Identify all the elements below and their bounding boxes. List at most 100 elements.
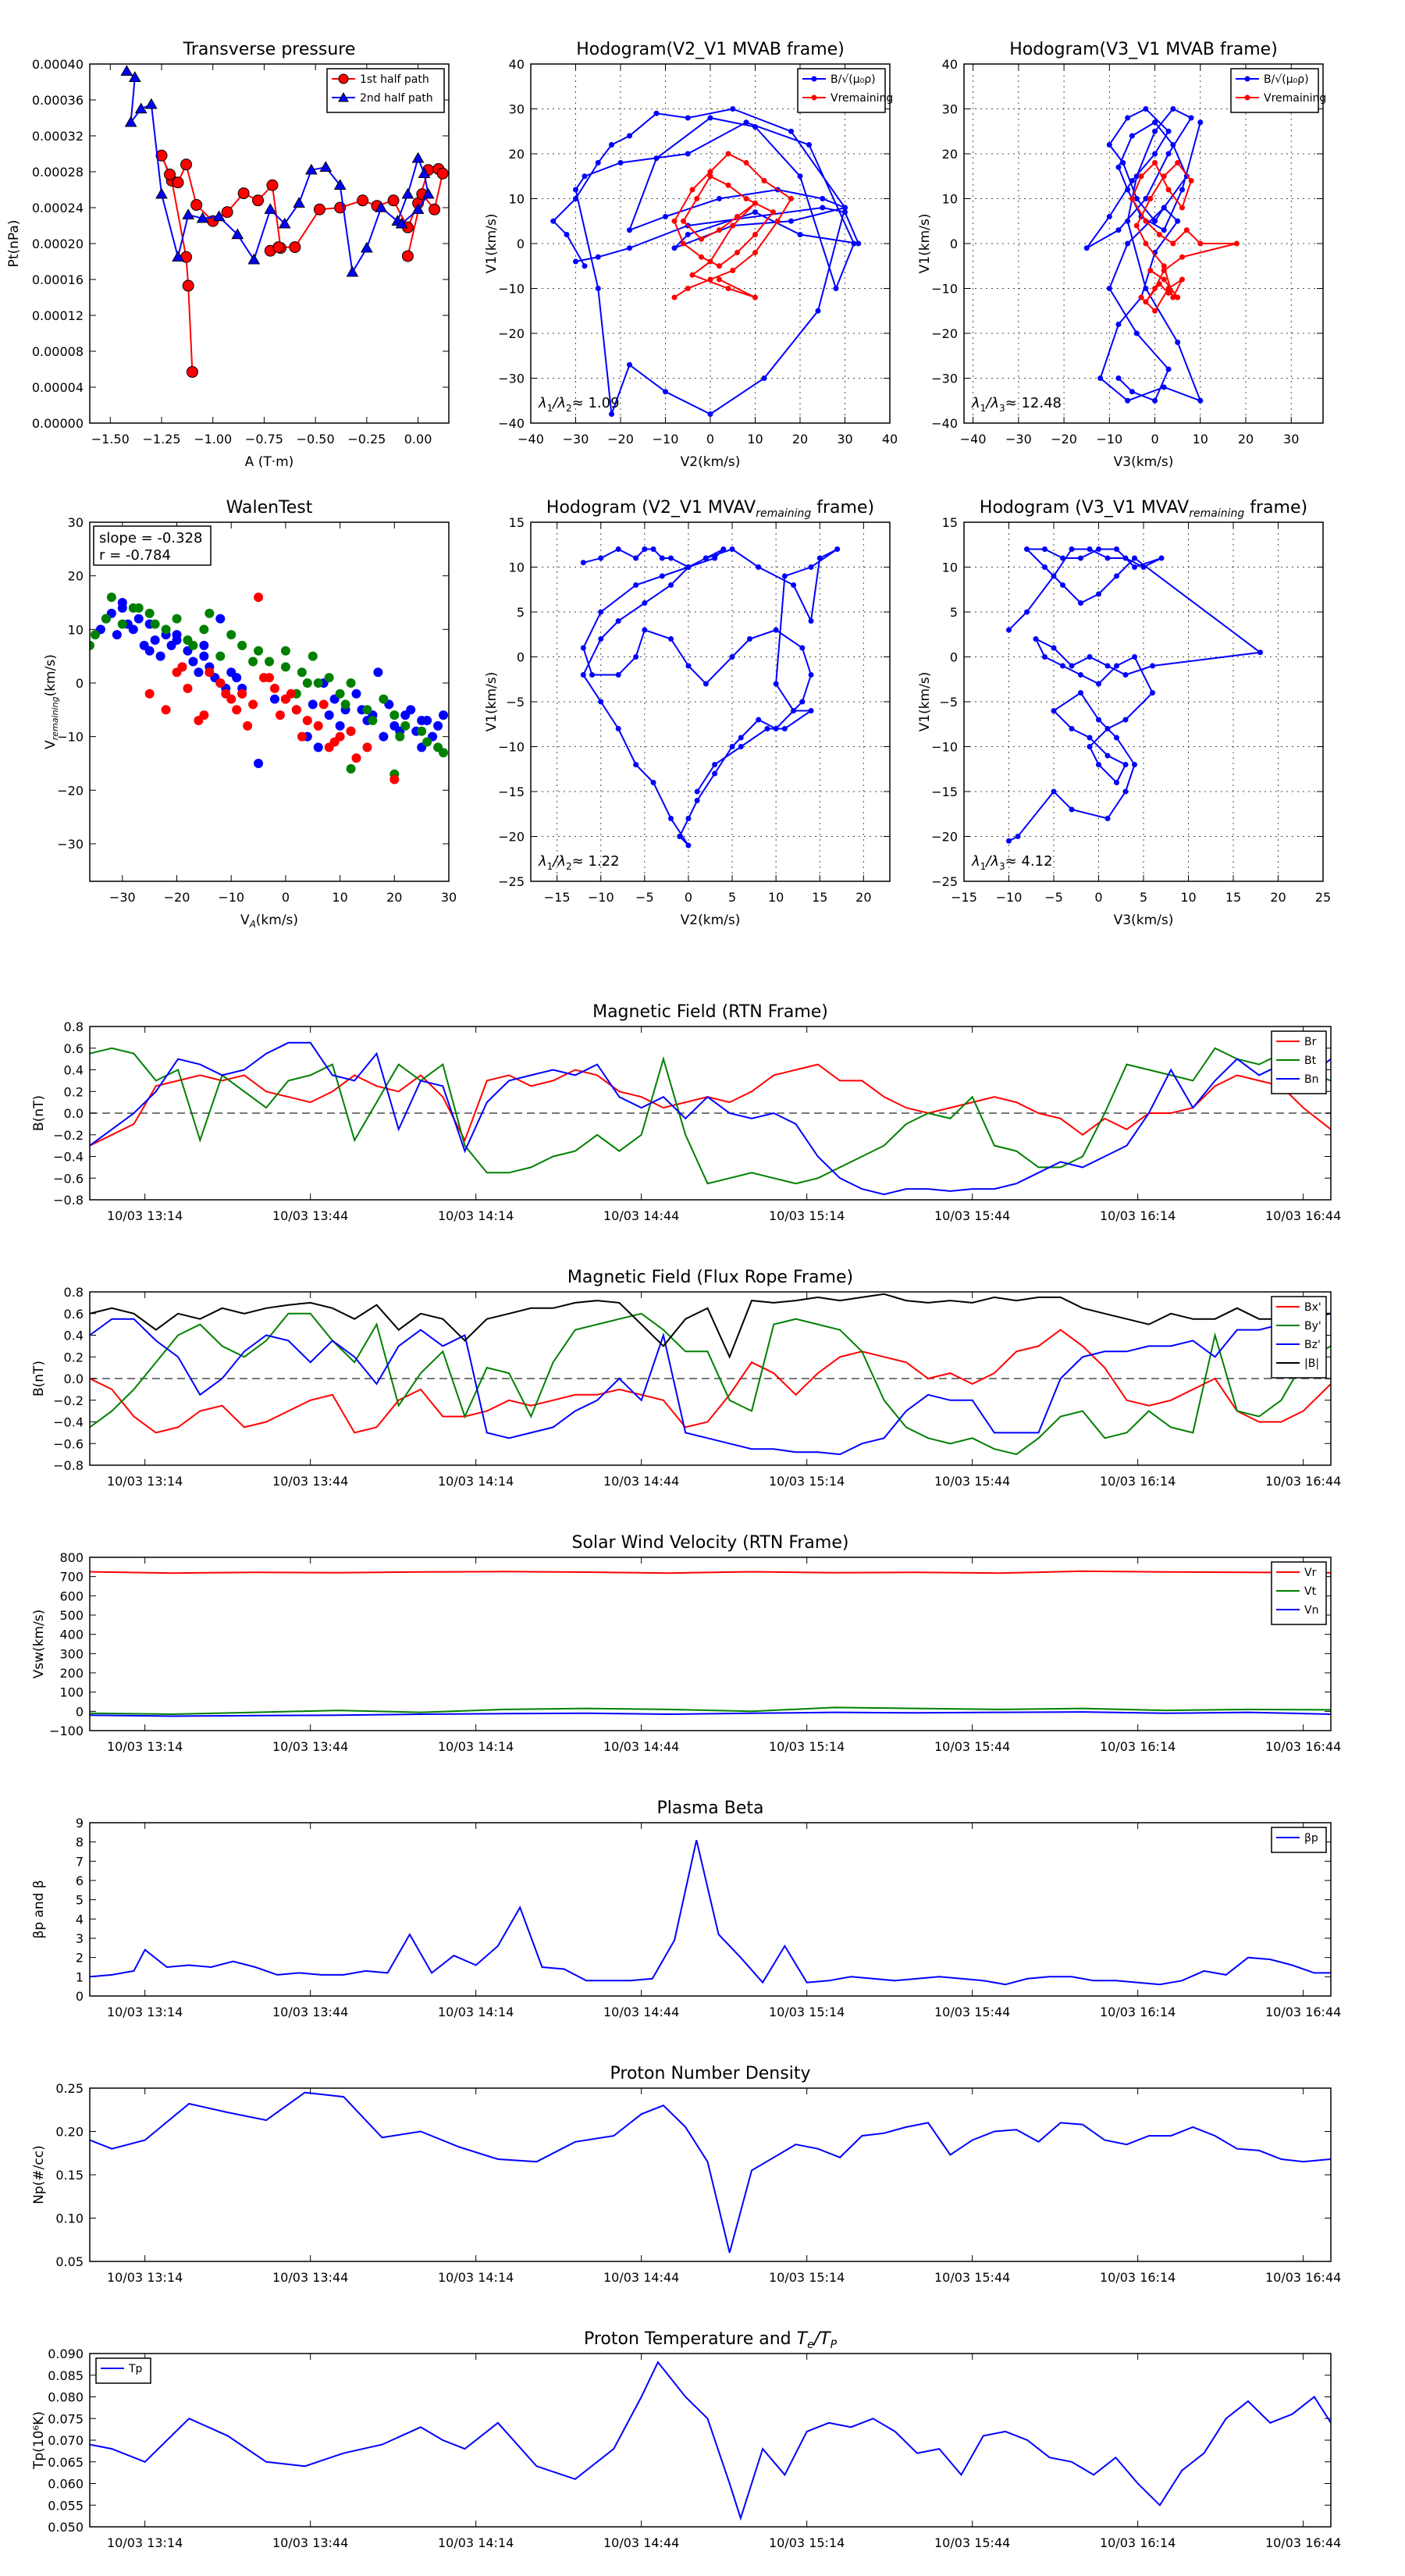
- data-point: [1125, 240, 1131, 247]
- x-axis-label: V2(km/s): [681, 454, 741, 470]
- slope-label: slope = -0.328: [99, 530, 202, 546]
- x-tick-label: 10/03 15:44: [934, 1208, 1010, 1223]
- data-point: [1083, 245, 1090, 251]
- data-point: [627, 133, 632, 139]
- data-point: [685, 663, 692, 669]
- x-axis-label-sub: A: [249, 919, 256, 930]
- y-tick-label: 0: [76, 1989, 84, 2004]
- legend-marker: [811, 76, 817, 82]
- data-point: [335, 688, 345, 699]
- x-tick-label: 10/03 13:44: [272, 1474, 348, 1489]
- y-tick-label: 0.00004: [32, 380, 84, 395]
- y-tick-label: −20: [931, 326, 958, 341]
- data-point: [1114, 735, 1119, 741]
- series-line-Tp: [90, 2361, 1331, 2521]
- data-point: [1015, 834, 1021, 839]
- data-point: [418, 167, 431, 179]
- data-point: [650, 780, 656, 785]
- x-tick-label: −15: [544, 890, 571, 905]
- plot-frame: [89, 521, 450, 882]
- y-tick-label: −100: [49, 1724, 84, 1738]
- x-tick-label: −40: [960, 432, 987, 447]
- data-point: [659, 555, 665, 561]
- plot-area: [90, 1293, 1331, 1456]
- data-point: [1165, 290, 1172, 296]
- x-tick-label: −30: [563, 432, 589, 447]
- data-point: [1175, 218, 1181, 224]
- data-point: [729, 654, 735, 660]
- data-point: [120, 65, 133, 76]
- chart-title-text: Hodogram(V2_V1 MVAB frame): [576, 40, 845, 59]
- data-point: [735, 214, 740, 219]
- data-point: [278, 217, 291, 229]
- x-tick-label: 10/03 15:14: [769, 1208, 845, 1223]
- data-point: [351, 688, 361, 699]
- y-tick-label: 800: [59, 1550, 84, 1565]
- data-point: [375, 201, 388, 212]
- data-point: [580, 560, 586, 566]
- data-point: [1104, 753, 1111, 759]
- series-line-By': [90, 1312, 1331, 1456]
- legend-label: Bx': [1304, 1301, 1321, 1314]
- data-point: [663, 389, 668, 395]
- data-point: [633, 762, 639, 767]
- data-point: [685, 232, 691, 237]
- data-point: [313, 678, 323, 688]
- chart-title-text: Transverse pressure: [183, 40, 356, 59]
- x-tick-label: −10: [218, 890, 244, 905]
- data-point: [205, 608, 215, 618]
- data-point: [668, 636, 674, 642]
- y-tick-label: 0.00000: [32, 416, 84, 431]
- data-point: [756, 564, 762, 570]
- data-point: [855, 240, 862, 247]
- y-tick-label: 0.20: [55, 2125, 84, 2140]
- annotation-annotation_mid: /λ: [551, 853, 566, 870]
- data-point: [373, 667, 383, 678]
- data-point: [1152, 128, 1158, 134]
- data-point: [266, 179, 279, 191]
- chart-title-end: frame): [811, 498, 874, 518]
- y-tick-label: 0.00040: [32, 57, 84, 72]
- data-point: [1120, 160, 1126, 165]
- data-point: [417, 716, 427, 726]
- data-point: [1106, 142, 1112, 148]
- data-point: [773, 627, 779, 633]
- x-tick-label: 10/03 13:14: [107, 2535, 183, 2550]
- x-tick-label: 30: [441, 890, 457, 905]
- x-tick-label: 10/03 15:44: [934, 2270, 1010, 2285]
- x-tick-label: 10/03 14:14: [438, 2535, 514, 2550]
- data-point: [302, 716, 312, 726]
- data-point: [439, 710, 449, 720]
- data-point: [730, 268, 736, 273]
- data-point: [319, 161, 333, 172]
- data-point: [707, 115, 713, 121]
- chart-title: Plasma Beta: [657, 1799, 764, 1818]
- eigenvalue-ratio-label: λ1/λ3≈ 4.12: [971, 853, 1053, 872]
- data-point: [1104, 555, 1111, 561]
- data-point: [280, 662, 290, 672]
- data-point: [1104, 663, 1111, 669]
- data-point: [730, 222, 736, 229]
- data-point: [1024, 609, 1030, 615]
- data-point: [1122, 762, 1129, 767]
- x-axis-label: V2(km/s): [681, 913, 741, 928]
- data-point: [1051, 788, 1057, 795]
- data-point: [101, 614, 111, 624]
- series-line-Vn: [90, 1711, 1331, 1717]
- x-tick-label: 30: [837, 432, 852, 447]
- y-tick-label: 8: [76, 1835, 84, 1850]
- data-point: [297, 731, 307, 742]
- plot-frame: [89, 2353, 1332, 2528]
- data-point: [595, 254, 601, 260]
- x-tick-label: 10: [747, 432, 763, 447]
- y-axis-label-unit: (km/s): [43, 654, 59, 696]
- panel-mf: Magnetic Field (RTN Frame) 10/03 13:14 10/…: [31, 1002, 1341, 1223]
- y-tick-label: 10: [509, 560, 525, 575]
- y-tick-label: −20: [498, 830, 525, 845]
- x-tick-label: 10/03 16:14: [1100, 1208, 1176, 1223]
- y-tick-label: 0.8: [64, 1019, 84, 1034]
- x-tick-label: 10/03 16:44: [1265, 1208, 1341, 1223]
- plot-frame: [530, 63, 891, 424]
- y-tick-label: 0: [950, 650, 958, 665]
- series-line-Br: [90, 1063, 1331, 1147]
